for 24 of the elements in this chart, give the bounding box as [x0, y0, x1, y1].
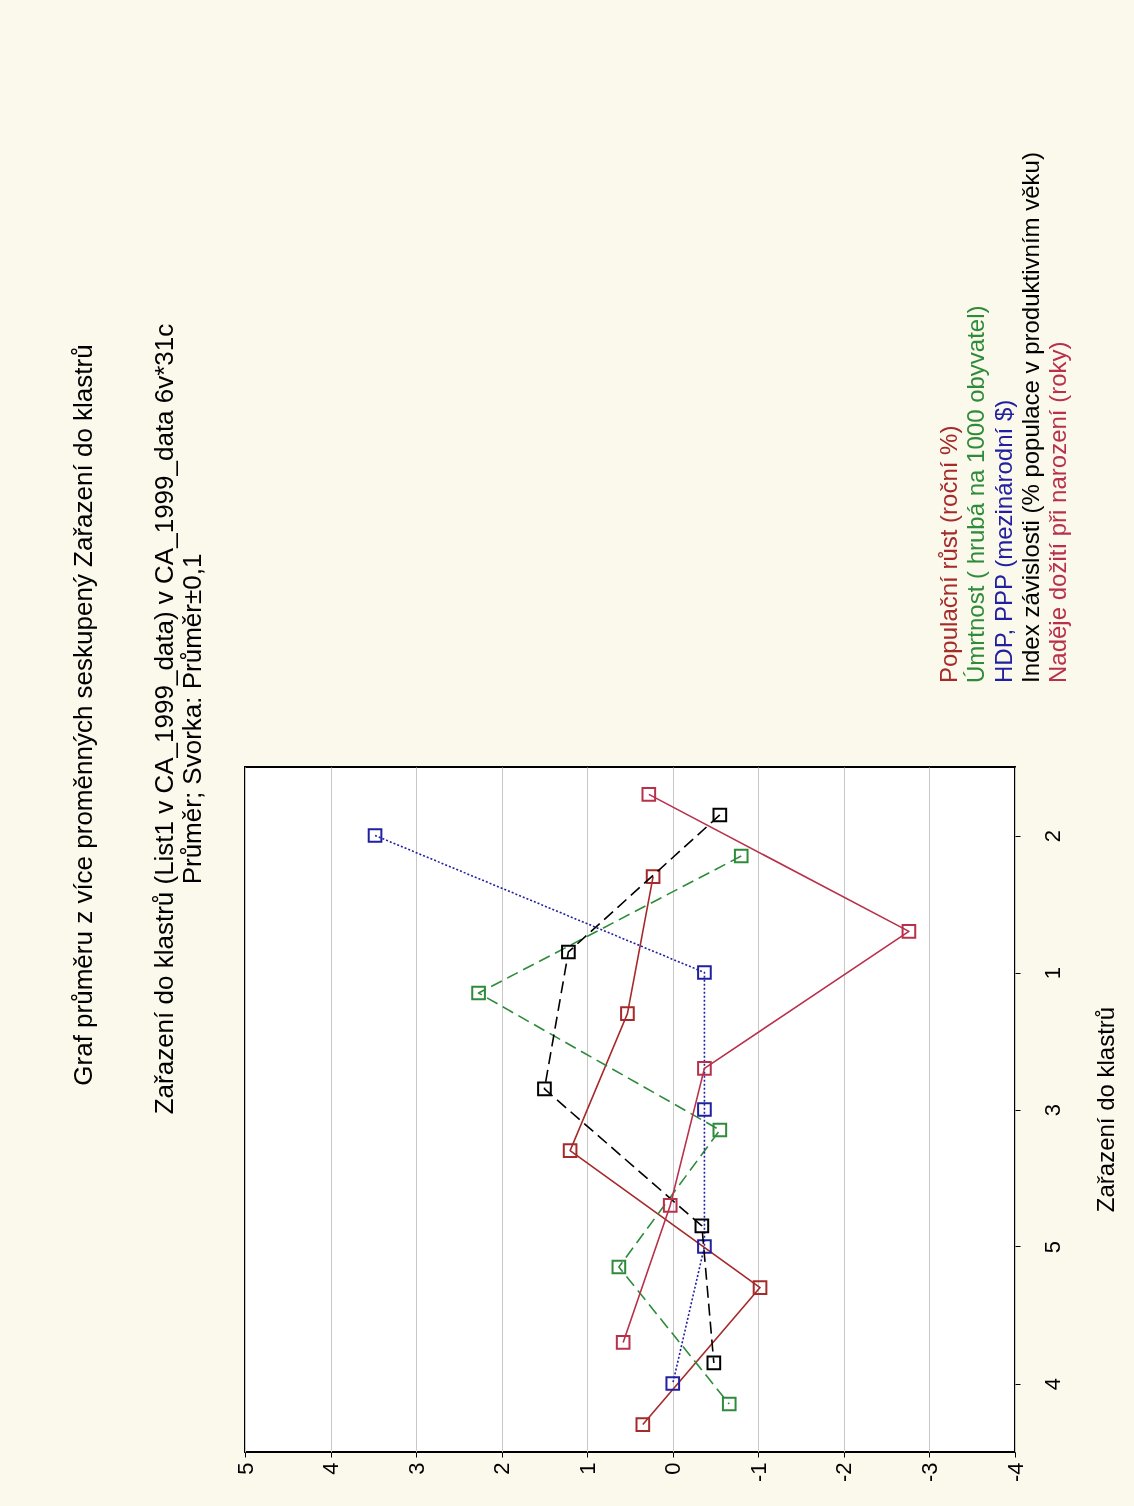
text: HDP, PPP (mezinárodní $) — [989, 399, 1017, 683]
x-tick-label: -1 — [745, 1462, 771, 1483]
x-tick-label: -2 — [831, 1462, 857, 1483]
chart-title: Graf průměru z více proměnných seskupený Zařazení do klastrů — [68, 344, 98, 1086]
chart-subtitle: Zařazení do klastrů (List1 v CA_1999_data) v CA_1999_data 6v*31c — [149, 323, 179, 1115]
y-tick-label: 1 — [1039, 966, 1065, 980]
x-tick-label: -3 — [916, 1462, 942, 1483]
y-tick-label: 2 — [1039, 829, 1065, 843]
text: Index závislosti (% populace v produktivním věku) — [1016, 152, 1044, 683]
y-tick-label: 5 — [1039, 1240, 1065, 1254]
x-tick-label: 0 — [660, 1462, 686, 1475]
x-tick-label: 4 — [318, 1462, 344, 1475]
y-axis-title: Zařazení do klastrů — [1092, 1006, 1119, 1213]
x-tick-label: 1 — [574, 1462, 600, 1475]
text: Úmrtnost ( hrubá na 1000 obyvatel) — [962, 305, 990, 683]
text: Naděje dožití při narození (roky) — [1044, 341, 1072, 683]
x-tick-label: 2 — [489, 1462, 515, 1475]
y-tick-label: 4 — [1039, 1377, 1065, 1391]
x-tick-label: 3 — [403, 1462, 429, 1475]
x-tick-label: -4 — [1002, 1462, 1028, 1483]
y-tick-label: 3 — [1039, 1103, 1065, 1117]
x-tick-label: 5 — [232, 1462, 258, 1475]
text: Průměr; Svorka: Průměr±0,1 — [177, 553, 207, 885]
text: Populační růst (roční %) — [935, 425, 962, 683]
